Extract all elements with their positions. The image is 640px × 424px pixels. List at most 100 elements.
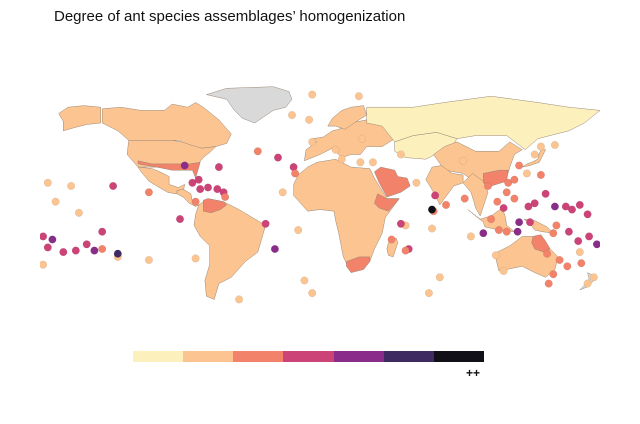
island-marker	[491, 251, 500, 260]
island-marker	[466, 232, 475, 241]
island-marker	[98, 244, 107, 253]
legend-swatch	[183, 351, 234, 362]
island-marker	[354, 92, 363, 101]
island-marker	[305, 115, 314, 124]
legend-swatch	[233, 351, 284, 362]
island-marker	[188, 178, 197, 187]
island-marker	[98, 227, 107, 236]
island-marker	[48, 235, 57, 244]
island-marker	[43, 178, 52, 187]
island-marker	[575, 248, 584, 257]
world-choropleth-map	[40, 86, 600, 304]
color-scale-legend	[133, 351, 484, 362]
island-marker	[442, 200, 451, 209]
legend-swatch	[133, 351, 184, 362]
island-marker	[550, 202, 559, 211]
island-marker	[583, 279, 592, 288]
map-title: Degree of ant species assemblages’ homog…	[54, 8, 406, 25]
island-marker	[543, 249, 552, 258]
island-marker	[552, 221, 561, 230]
island-marker	[368, 158, 377, 167]
island-marker	[494, 226, 503, 235]
island-marker	[479, 229, 488, 238]
island-marker	[493, 197, 502, 206]
island-marker	[261, 219, 270, 228]
region-south-america	[193, 198, 266, 300]
region-arabia	[374, 166, 411, 198]
island-marker	[191, 197, 200, 206]
island-marker	[287, 111, 296, 120]
island-marker	[113, 249, 122, 258]
island-marker	[43, 243, 52, 252]
island-marker	[40, 232, 48, 241]
island-marker	[564, 227, 573, 236]
island-marker	[510, 194, 519, 203]
legend-swatch	[383, 351, 434, 362]
island-marker	[530, 199, 539, 208]
region-alaska	[58, 105, 101, 132]
island-marker	[499, 203, 508, 212]
island-marker	[577, 259, 586, 268]
island-marker	[487, 215, 496, 224]
island-marker	[502, 227, 511, 236]
region-layer	[58, 86, 600, 300]
island-marker	[513, 227, 522, 236]
island-marker	[273, 153, 282, 162]
island-marker	[563, 262, 572, 271]
island-marker	[213, 185, 222, 194]
island-marker	[428, 224, 437, 233]
island-marker	[561, 202, 570, 211]
island-marker	[536, 170, 545, 179]
island-marker	[424, 289, 433, 298]
island-marker	[221, 192, 230, 201]
island-marker	[585, 232, 594, 241]
island-marker	[510, 175, 519, 184]
island-marker	[549, 270, 558, 279]
legend-max-label: ++	[466, 366, 481, 380]
island-marker	[90, 246, 99, 255]
island-marker	[180, 161, 189, 170]
legend-swatch	[333, 351, 384, 362]
island-marker	[331, 145, 340, 154]
island-marker	[574, 237, 583, 246]
island-marker	[524, 202, 533, 211]
island-marker	[431, 191, 440, 200]
island-marker	[575, 200, 584, 209]
island-marker	[401, 246, 410, 255]
island-marker	[484, 181, 493, 190]
legend-swatch	[433, 351, 484, 362]
island-marker	[308, 137, 317, 146]
island-marker	[356, 158, 365, 167]
island-marker	[541, 189, 550, 198]
island-marker	[59, 248, 68, 257]
island-marker	[144, 188, 153, 197]
region-japan	[521, 147, 546, 168]
island-marker	[300, 276, 309, 285]
region-mexico	[137, 166, 185, 195]
island-marker	[526, 218, 535, 227]
island-marker	[435, 273, 444, 282]
island-marker	[175, 215, 184, 224]
island-marker	[308, 90, 317, 99]
island-marker	[589, 273, 598, 282]
island-marker	[235, 295, 244, 304]
island-marker	[396, 150, 405, 159]
region-venezuela-colombia	[203, 198, 227, 214]
island-marker	[144, 255, 153, 264]
island-marker	[51, 197, 60, 206]
island-marker	[522, 169, 531, 178]
island-marker	[592, 240, 600, 249]
island-marker	[568, 205, 577, 214]
island-marker	[536, 142, 545, 151]
island-marker	[203, 183, 212, 192]
island-marker	[308, 289, 317, 298]
island-marker	[550, 141, 559, 150]
island-marker	[499, 266, 508, 275]
island-marker	[504, 178, 513, 187]
island-marker	[270, 244, 279, 253]
region-southeast-asia	[462, 173, 489, 217]
island-marker	[387, 235, 396, 244]
island-marker	[82, 240, 91, 249]
island-marker	[71, 246, 80, 255]
legend-swatch	[283, 351, 334, 362]
